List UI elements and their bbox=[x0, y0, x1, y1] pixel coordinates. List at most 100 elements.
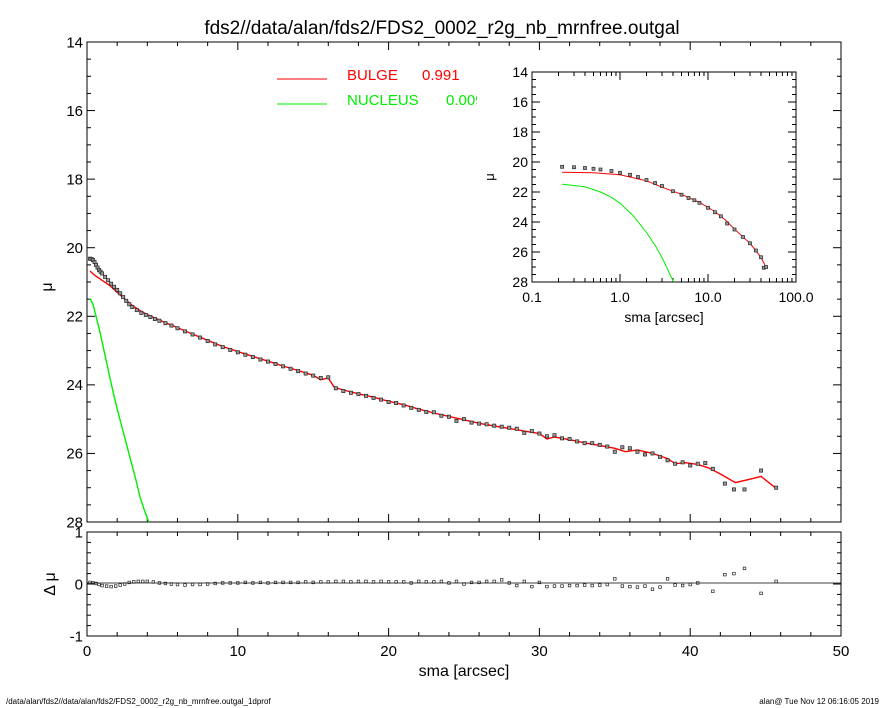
data-point bbox=[572, 165, 576, 170]
data-point bbox=[597, 442, 602, 447]
data-point bbox=[157, 318, 162, 323]
residual-point bbox=[432, 580, 436, 584]
data-point bbox=[636, 175, 640, 179]
data-point bbox=[679, 192, 684, 197]
data-point bbox=[183, 329, 187, 334]
data-point bbox=[673, 461, 678, 466]
data-point bbox=[318, 376, 323, 380]
data-point bbox=[529, 429, 534, 434]
main-axis-ticks: 14 16 18 20 22 24 26 28 bbox=[66, 34, 842, 531]
y-tick-label: 22 bbox=[66, 309, 83, 326]
chart-legend: BULGE 0.991 NUCLEUS 0.009 bbox=[277, 67, 484, 109]
data-point bbox=[492, 423, 497, 428]
residual-point bbox=[364, 579, 368, 584]
residual-point bbox=[136, 579, 140, 584]
residual-point bbox=[304, 580, 308, 584]
residual-point bbox=[109, 584, 113, 589]
data-point bbox=[627, 446, 632, 451]
data-point bbox=[680, 460, 685, 465]
data-point bbox=[235, 350, 240, 355]
data-point bbox=[742, 487, 747, 492]
data-point bbox=[213, 342, 218, 347]
data-point bbox=[725, 221, 729, 226]
x-tick-label: 10 bbox=[229, 643, 246, 660]
data-point bbox=[424, 409, 429, 414]
residual-point bbox=[635, 585, 640, 589]
residual-point bbox=[258, 580, 263, 585]
data-point bbox=[764, 265, 768, 269]
data-point bbox=[163, 321, 168, 326]
residual-point bbox=[598, 583, 602, 587]
data-point bbox=[671, 189, 675, 194]
data-point bbox=[106, 278, 111, 283]
data-point bbox=[439, 413, 444, 418]
data-point bbox=[514, 426, 519, 431]
residual-point bbox=[545, 584, 549, 589]
legend-bulge-value: 0.991 bbox=[422, 67, 460, 84]
data-point bbox=[658, 454, 662, 459]
y-tick-label: 0 bbox=[75, 576, 83, 593]
data-point bbox=[220, 345, 225, 350]
residual-point bbox=[530, 584, 534, 589]
x-tick-label: 40 bbox=[682, 643, 699, 660]
data-point bbox=[296, 369, 301, 374]
y-tick-label: 16 bbox=[512, 94, 528, 110]
y-tick-label: 28 bbox=[512, 274, 528, 290]
residual-point bbox=[266, 581, 270, 585]
data-point bbox=[303, 371, 308, 376]
inset-plot-panel: 14 16 18 20 22 24 26 280.1 1.0 10.0 100.0 μ sma [a… bbox=[477, 62, 831, 325]
data-point bbox=[560, 164, 564, 169]
data-point bbox=[250, 355, 255, 360]
data-point bbox=[273, 361, 278, 366]
data-point bbox=[152, 317, 157, 321]
residual-point bbox=[141, 579, 145, 584]
data-point bbox=[754, 248, 758, 253]
residual-point bbox=[190, 582, 195, 587]
data-point bbox=[356, 392, 361, 397]
residual-point bbox=[650, 587, 655, 591]
data-point bbox=[190, 332, 195, 337]
main-data-points bbox=[88, 256, 779, 492]
inset-x-axis-label: sma [arcsec] bbox=[624, 309, 703, 325]
data-point bbox=[731, 487, 736, 492]
residual-point bbox=[665, 577, 670, 581]
residual-point bbox=[643, 584, 647, 588]
residual-point bbox=[114, 584, 118, 588]
data-point bbox=[169, 323, 174, 328]
data-point bbox=[484, 422, 489, 427]
residual-point bbox=[658, 585, 662, 589]
x-tick-label: 10.0 bbox=[694, 289, 721, 305]
residual-plot-frame bbox=[86, 531, 842, 637]
residual-point bbox=[205, 582, 210, 586]
residual-point bbox=[590, 583, 594, 588]
data-point bbox=[243, 352, 248, 357]
x-tick-label: 100.0 bbox=[778, 289, 813, 305]
residual-point bbox=[104, 584, 109, 588]
inset-data-points bbox=[560, 164, 768, 270]
residual-point bbox=[118, 583, 122, 587]
data-point bbox=[198, 335, 203, 340]
residual-point bbox=[97, 582, 101, 587]
residual-point bbox=[198, 582, 202, 587]
bulge-model-line bbox=[89, 270, 777, 489]
residual-point bbox=[628, 584, 632, 589]
residual-point bbox=[379, 579, 383, 584]
data-point bbox=[620, 445, 625, 450]
residual-point bbox=[243, 580, 247, 585]
footer-timestamp: alan@ Tue Nov 12 06:16:05 2019 bbox=[759, 697, 879, 706]
footer-file-path: /data/alan/fds2//data/alan/fds2/FDS2_000… bbox=[6, 697, 271, 706]
data-point bbox=[732, 227, 737, 232]
residual-point bbox=[213, 581, 217, 586]
data-point bbox=[759, 468, 764, 473]
residual-point bbox=[560, 584, 564, 588]
residual-point bbox=[183, 583, 187, 587]
data-point bbox=[134, 308, 139, 313]
y-tick-label: 28 bbox=[66, 514, 83, 531]
residual-point bbox=[123, 582, 127, 586]
data-point bbox=[416, 407, 421, 412]
residual-point bbox=[145, 579, 149, 584]
residual-x-axis-label: sma [arcsec] bbox=[419, 663, 510, 680]
